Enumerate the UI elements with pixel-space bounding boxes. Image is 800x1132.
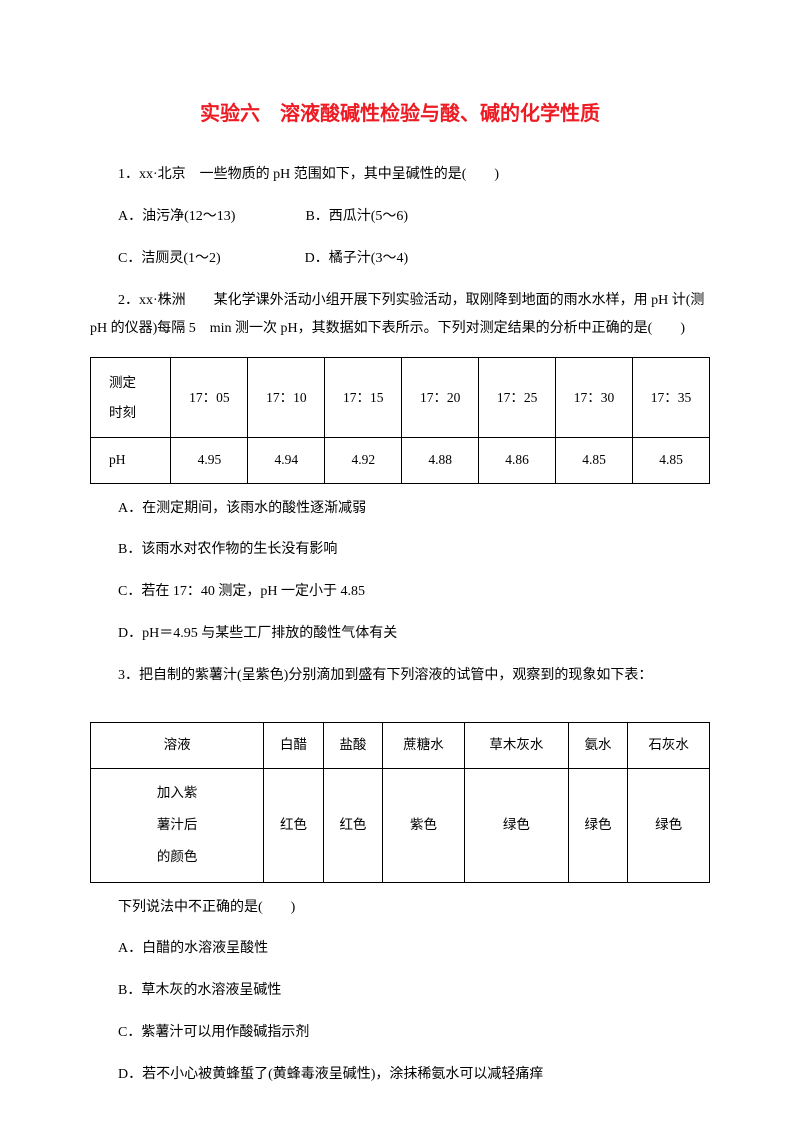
q2-t-r1c8: 17：35 — [633, 358, 710, 438]
spacer — [90, 704, 710, 722]
q2-t-r1c3: 17：10 — [248, 358, 325, 438]
q2-option-c: C．若在 17：40 测定，pH 一定小于 4.85 — [90, 578, 710, 606]
q2-t-r2c3: 4.94 — [248, 438, 325, 483]
q2-t-r1c1: 测定 时刻 — [91, 358, 171, 438]
q3-t-v1: 红色 — [264, 768, 323, 882]
q3-option-b: B．草木灰的水溶液呈碱性 — [90, 977, 710, 1005]
q3-option-d: D．若不小心被黄蜂蜇了(黄蜂毒液呈碱性)，涂抹稀氨水可以减轻痛痒 — [90, 1061, 710, 1089]
q2-t-r1c5: 17：20 — [402, 358, 479, 438]
q1-options-row2: C．洁厕灵(1～2) D．橘子汁(3～4) — [90, 245, 710, 273]
table-row: 溶液 白醋 盐酸 蔗糖水 草木灰水 氨水 石灰水 — [91, 723, 710, 768]
q3-t-v5: 绿色 — [568, 768, 627, 882]
q2-stem: 2．xx·株洲 某化学课外活动小组开展下列实验活动，取刚降到地面的雨水水样，用 … — [90, 287, 710, 343]
q2-option-b: B．该雨水对农作物的生长没有影响 — [90, 536, 710, 564]
q2-t-r1c6: 17：25 — [479, 358, 556, 438]
q3-t-h4: 草木灰水 — [464, 723, 568, 768]
q3-t-rowlabel: 加入紫 薯汁后 的颜色 — [91, 768, 264, 882]
q3-option-a: A．白醋的水溶液呈酸性 — [90, 935, 710, 963]
table-row: pH 4.95 4.94 4.92 4.88 4.86 4.85 4.85 — [91, 438, 710, 483]
q2-t-r2c1: pH — [91, 438, 171, 483]
q3-t-h0: 溶液 — [91, 723, 264, 768]
q1-option-d: D．橘子汁(3～4) — [305, 251, 408, 266]
q3-after: 下列说法中不正确的是( ) — [90, 895, 710, 922]
q2-t-r2c8: 4.85 — [633, 438, 710, 483]
q2-t-r2c4: 4.92 — [325, 438, 402, 483]
q2-option-a: A．在测定期间，该雨水的酸性逐渐减弱 — [90, 496, 710, 523]
q3-option-c: C．紫薯汁可以用作酸碱指示剂 — [90, 1019, 710, 1047]
q3-t-v3: 紫色 — [383, 768, 465, 882]
q3-table: 溶液 白醋 盐酸 蔗糖水 草木灰水 氨水 石灰水 加入紫 薯汁后 的颜色 红色 … — [90, 722, 710, 882]
q2-t-r2c7: 4.85 — [556, 438, 633, 483]
q1-options-row1: A．油污净(12～13) B．西瓜汁(5～6) — [90, 203, 710, 231]
table-row: 测定 时刻 17：05 17：10 17：15 17：20 17：25 17：3… — [91, 358, 710, 438]
q2-t-r2c2: 4.95 — [171, 438, 248, 483]
q2-table: 测定 时刻 17：05 17：10 17：15 17：20 17：25 17：3… — [90, 357, 710, 484]
q2-t-r1c4: 17：15 — [325, 358, 402, 438]
q1-option-b: B．西瓜汁(5～6) — [305, 209, 408, 224]
q3-t-h6: 石灰水 — [628, 723, 710, 768]
q3-t-v2: 红色 — [323, 768, 382, 882]
q3-t-h1: 白醋 — [264, 723, 323, 768]
q2-option-d: D．pH＝4.95 与某些工厂排放的酸性气体有关 — [90, 620, 710, 648]
table-row: 加入紫 薯汁后 的颜色 红色 红色 紫色 绿色 绿色 绿色 — [91, 768, 710, 882]
q1-option-a: A．油污净(12～13) — [118, 209, 235, 224]
q3-t-h3: 蔗糖水 — [383, 723, 465, 768]
q2-t-r2c6: 4.86 — [479, 438, 556, 483]
page-title: 实验六 溶液酸碱性检验与酸、碱的化学性质 — [90, 95, 710, 133]
q3-t-v4: 绿色 — [464, 768, 568, 882]
q3-t-v6: 绿色 — [628, 768, 710, 882]
q1-stem: 1．xx·北京 一些物质的 pH 范围如下，其中呈碱性的是( ) — [90, 161, 710, 189]
q2-t-r1c7: 17：30 — [556, 358, 633, 438]
q3-t-h2: 盐酸 — [323, 723, 382, 768]
q1-option-c: C．洁厕灵(1～2) — [118, 251, 221, 266]
q2-t-r2c5: 4.88 — [402, 438, 479, 483]
q2-t-r1c2: 17：05 — [171, 358, 248, 438]
q3-t-h5: 氨水 — [568, 723, 627, 768]
q3-stem: 3．把自制的紫薯汁(呈紫色)分别滴加到盛有下列溶液的试管中，观察到的现象如下表： — [90, 662, 710, 690]
